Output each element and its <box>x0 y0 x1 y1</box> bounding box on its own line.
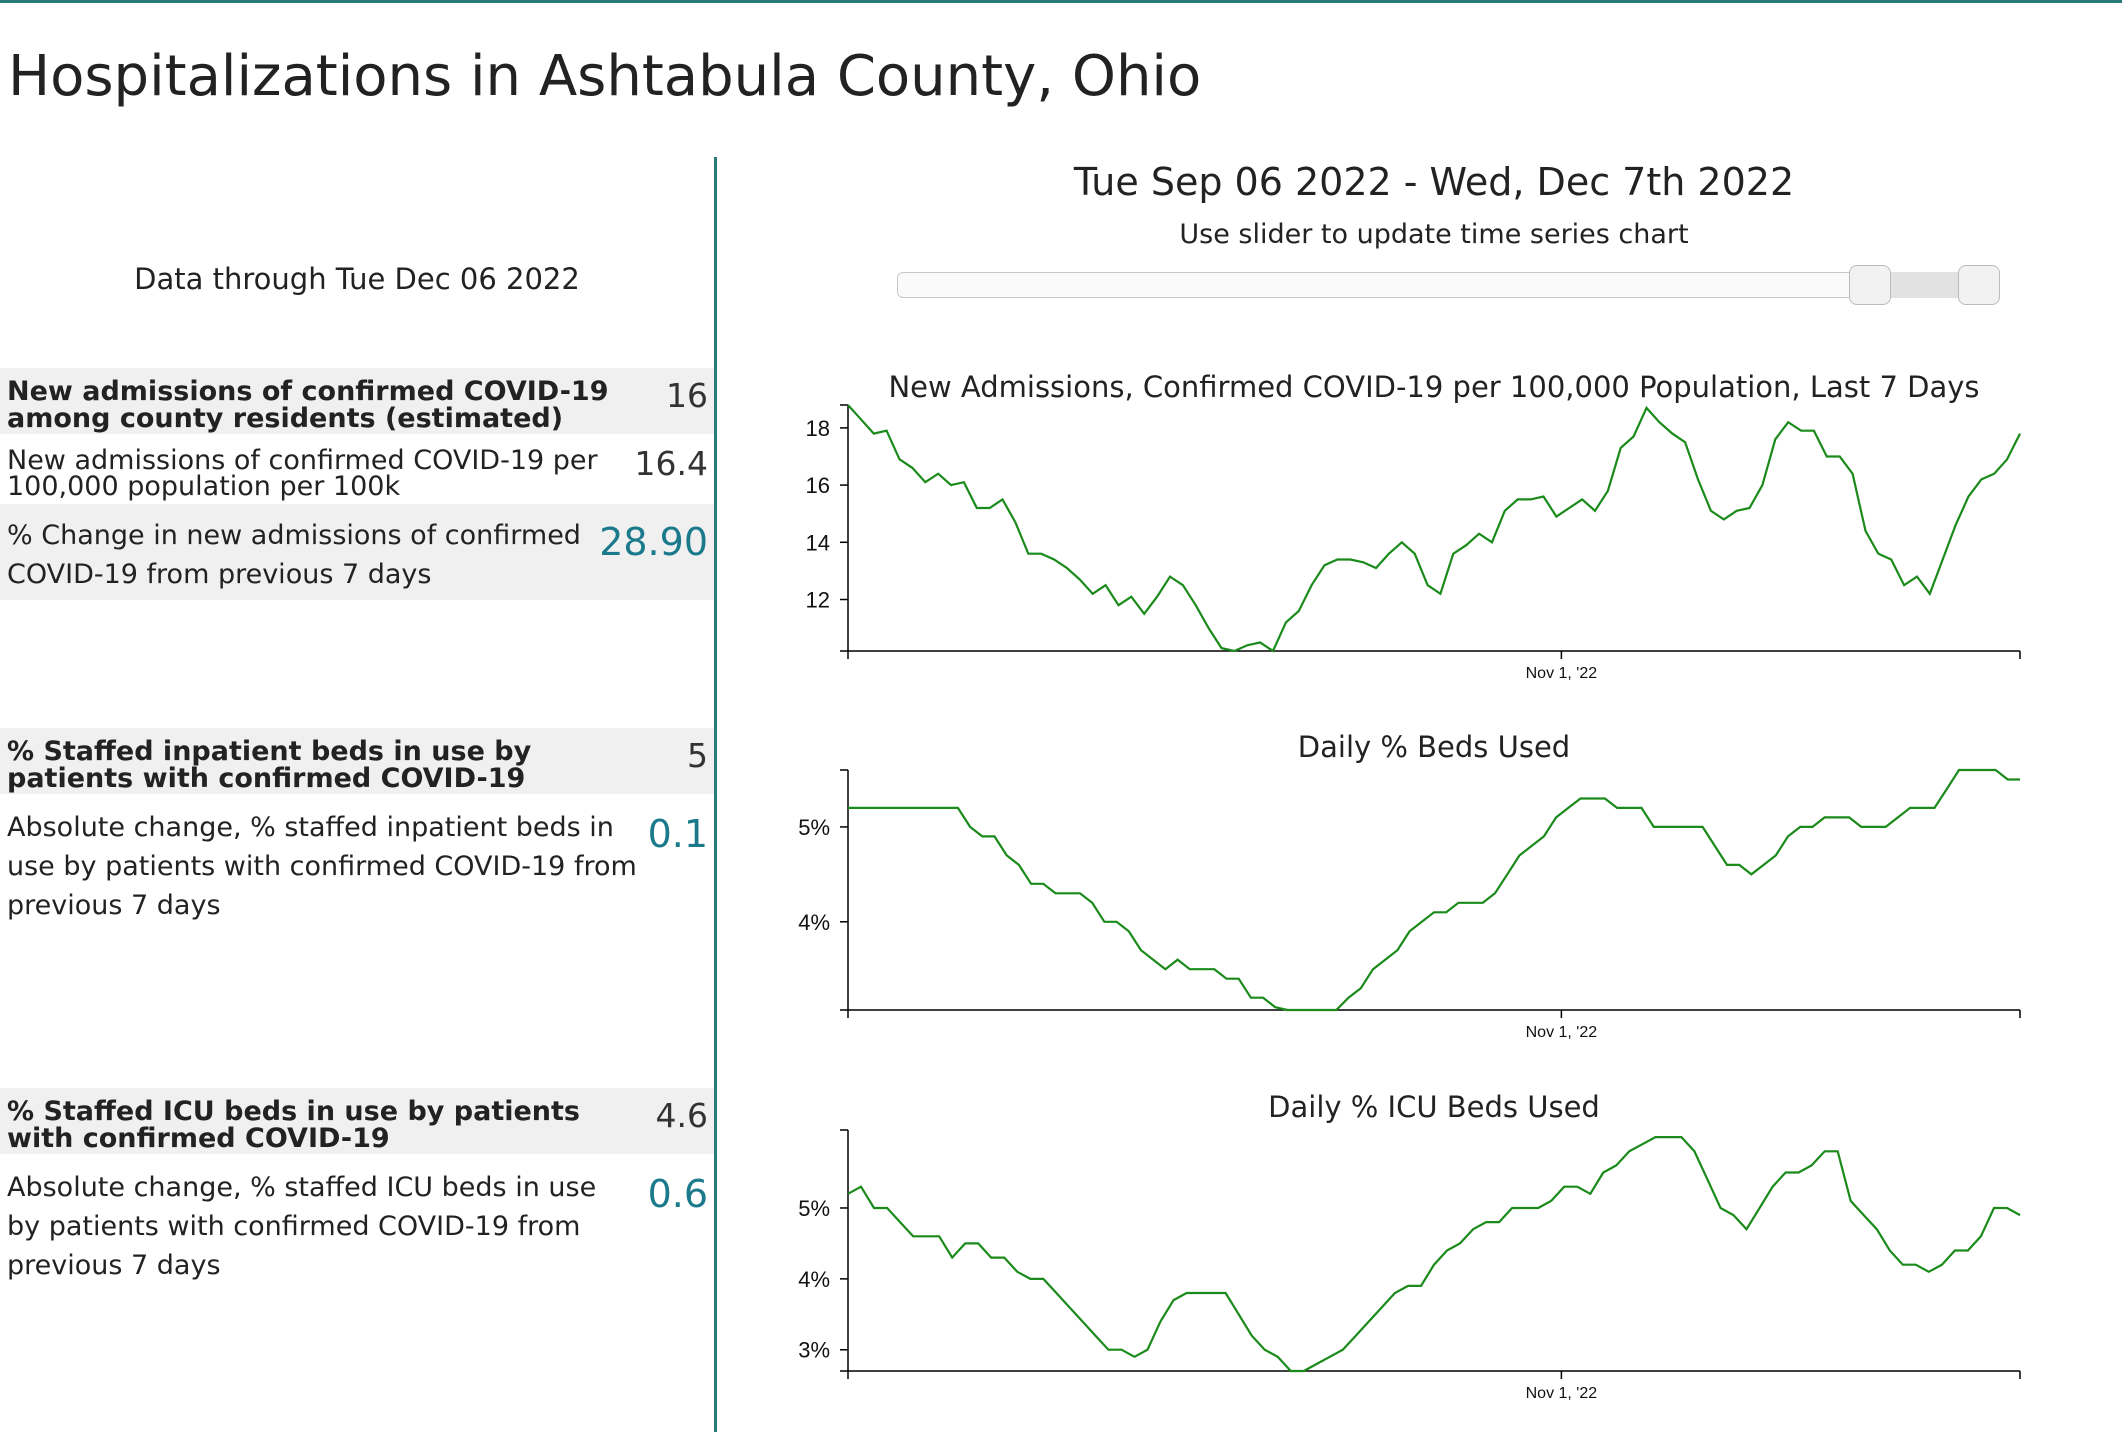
beds-y-tick-label: 4% <box>798 910 830 935</box>
admissions-per100k-value: 16.4 <box>634 444 708 483</box>
icu-series-line <box>847 1135 2021 1373</box>
beds-value: 5 <box>687 736 708 775</box>
admissions-x-tick-label: Nov 1, '22 <box>1526 665 1598 682</box>
icu-label: % Staffed ICU beds in use by patients wi… <box>7 1096 580 1154</box>
icu-change-label: Absolute change, % staffed ICU beds in u… <box>7 1172 597 1281</box>
admissions-value: 16 <box>666 376 708 415</box>
admissions-per100k-row: New admissions of confirmed COVID-19 per… <box>0 434 714 504</box>
admissions-change-value: 28.90 <box>599 520 708 564</box>
beds-label: % Staffed inpatient beds in use by patie… <box>7 736 532 794</box>
beds-summary-row: % Staffed inpatient beds in use by patie… <box>0 728 714 794</box>
date-range-subtitle: Use slider to update time series chart <box>1179 219 1689 250</box>
icu-y-tick-label: 5% <box>798 1196 830 1221</box>
beds-x-tick-label: Nov 1, '22 <box>1526 1024 1598 1041</box>
icu-x-tick-label: Nov 1, '22 <box>1526 1385 1598 1402</box>
icu-y-tick-label: 4% <box>798 1267 830 1292</box>
page-title: Hospitalizations in Ashtabula County, Oh… <box>8 44 1202 109</box>
chart-title-icu: Daily % ICU Beds Used <box>1268 1090 1600 1124</box>
chart-title-beds: Daily % Beds Used <box>1297 730 1571 764</box>
top-accent-line <box>0 0 2122 3</box>
beds-change-label: Absolute change, % staffed inpatient bed… <box>7 812 637 921</box>
icu-summary-row: % Staffed ICU beds in use by patients wi… <box>0 1088 714 1154</box>
beds-y-tick-label: 5% <box>798 815 830 840</box>
admissions-label: New admissions of confirmed COVID-19 amo… <box>7 376 609 434</box>
icu-change-row: Absolute change, % staffed ICU beds in u… <box>0 1154 714 1284</box>
admissions-series-line <box>847 404 2021 653</box>
beds-change-value: 0.1 <box>647 812 708 856</box>
admissions-y-tick-label: 18 <box>806 416 830 441</box>
admissions-y-tick-label: 12 <box>806 588 830 613</box>
time-range-slider-track[interactable] <box>897 272 1991 298</box>
beds-change-row: Absolute change, % staffed inpatient bed… <box>0 794 714 924</box>
admissions-change-row: % Change in new admissions of confirmed … <box>0 504 714 600</box>
data-through-date: Data through Tue Dec 06 2022 <box>134 262 580 296</box>
slider-start-handle[interactable] <box>1848 265 1891 305</box>
admissions-summary-row: New admissions of confirmed COVID-19 amo… <box>0 368 714 434</box>
admissions-per100k-label: New admissions of confirmed COVID-19 per… <box>7 445 598 502</box>
icu-y-tick-label: 3% <box>798 1338 830 1363</box>
admissions-y-tick-label: 14 <box>806 530 830 555</box>
panel-divider <box>714 157 717 1432</box>
chart-title-admissions: New Admissions, Confirmed COVID-19 per 1… <box>888 370 1980 404</box>
admissions-y-tick-label: 16 <box>806 473 830 498</box>
slider-end-handle[interactable] <box>1958 265 2001 305</box>
icu-change-value: 0.6 <box>647 1172 708 1216</box>
icu-value: 4.6 <box>655 1096 708 1135</box>
beds-series-line <box>848 768 2020 1012</box>
date-range-title: Tue Sep 06 2022 - Wed, Dec 7th 2022 <box>1073 160 1795 204</box>
admissions-change-label: % Change in new admissions of confirmed … <box>7 520 581 590</box>
